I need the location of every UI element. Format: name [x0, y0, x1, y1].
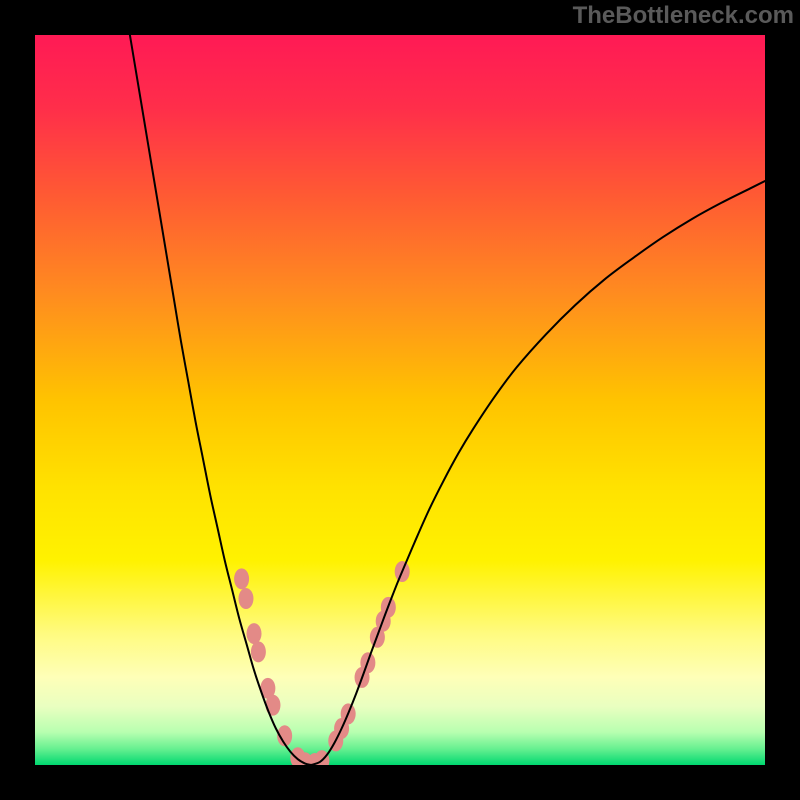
plot-area: [35, 35, 765, 765]
chart-container: TheBottleneck.com: [0, 0, 800, 800]
marker: [265, 695, 280, 716]
marker: [251, 641, 266, 662]
watermark-text: TheBottleneck.com: [573, 2, 794, 30]
gradient-background: [35, 35, 765, 765]
chart-svg: [35, 35, 765, 765]
marker: [247, 623, 262, 644]
marker: [238, 588, 253, 609]
marker: [234, 568, 249, 589]
